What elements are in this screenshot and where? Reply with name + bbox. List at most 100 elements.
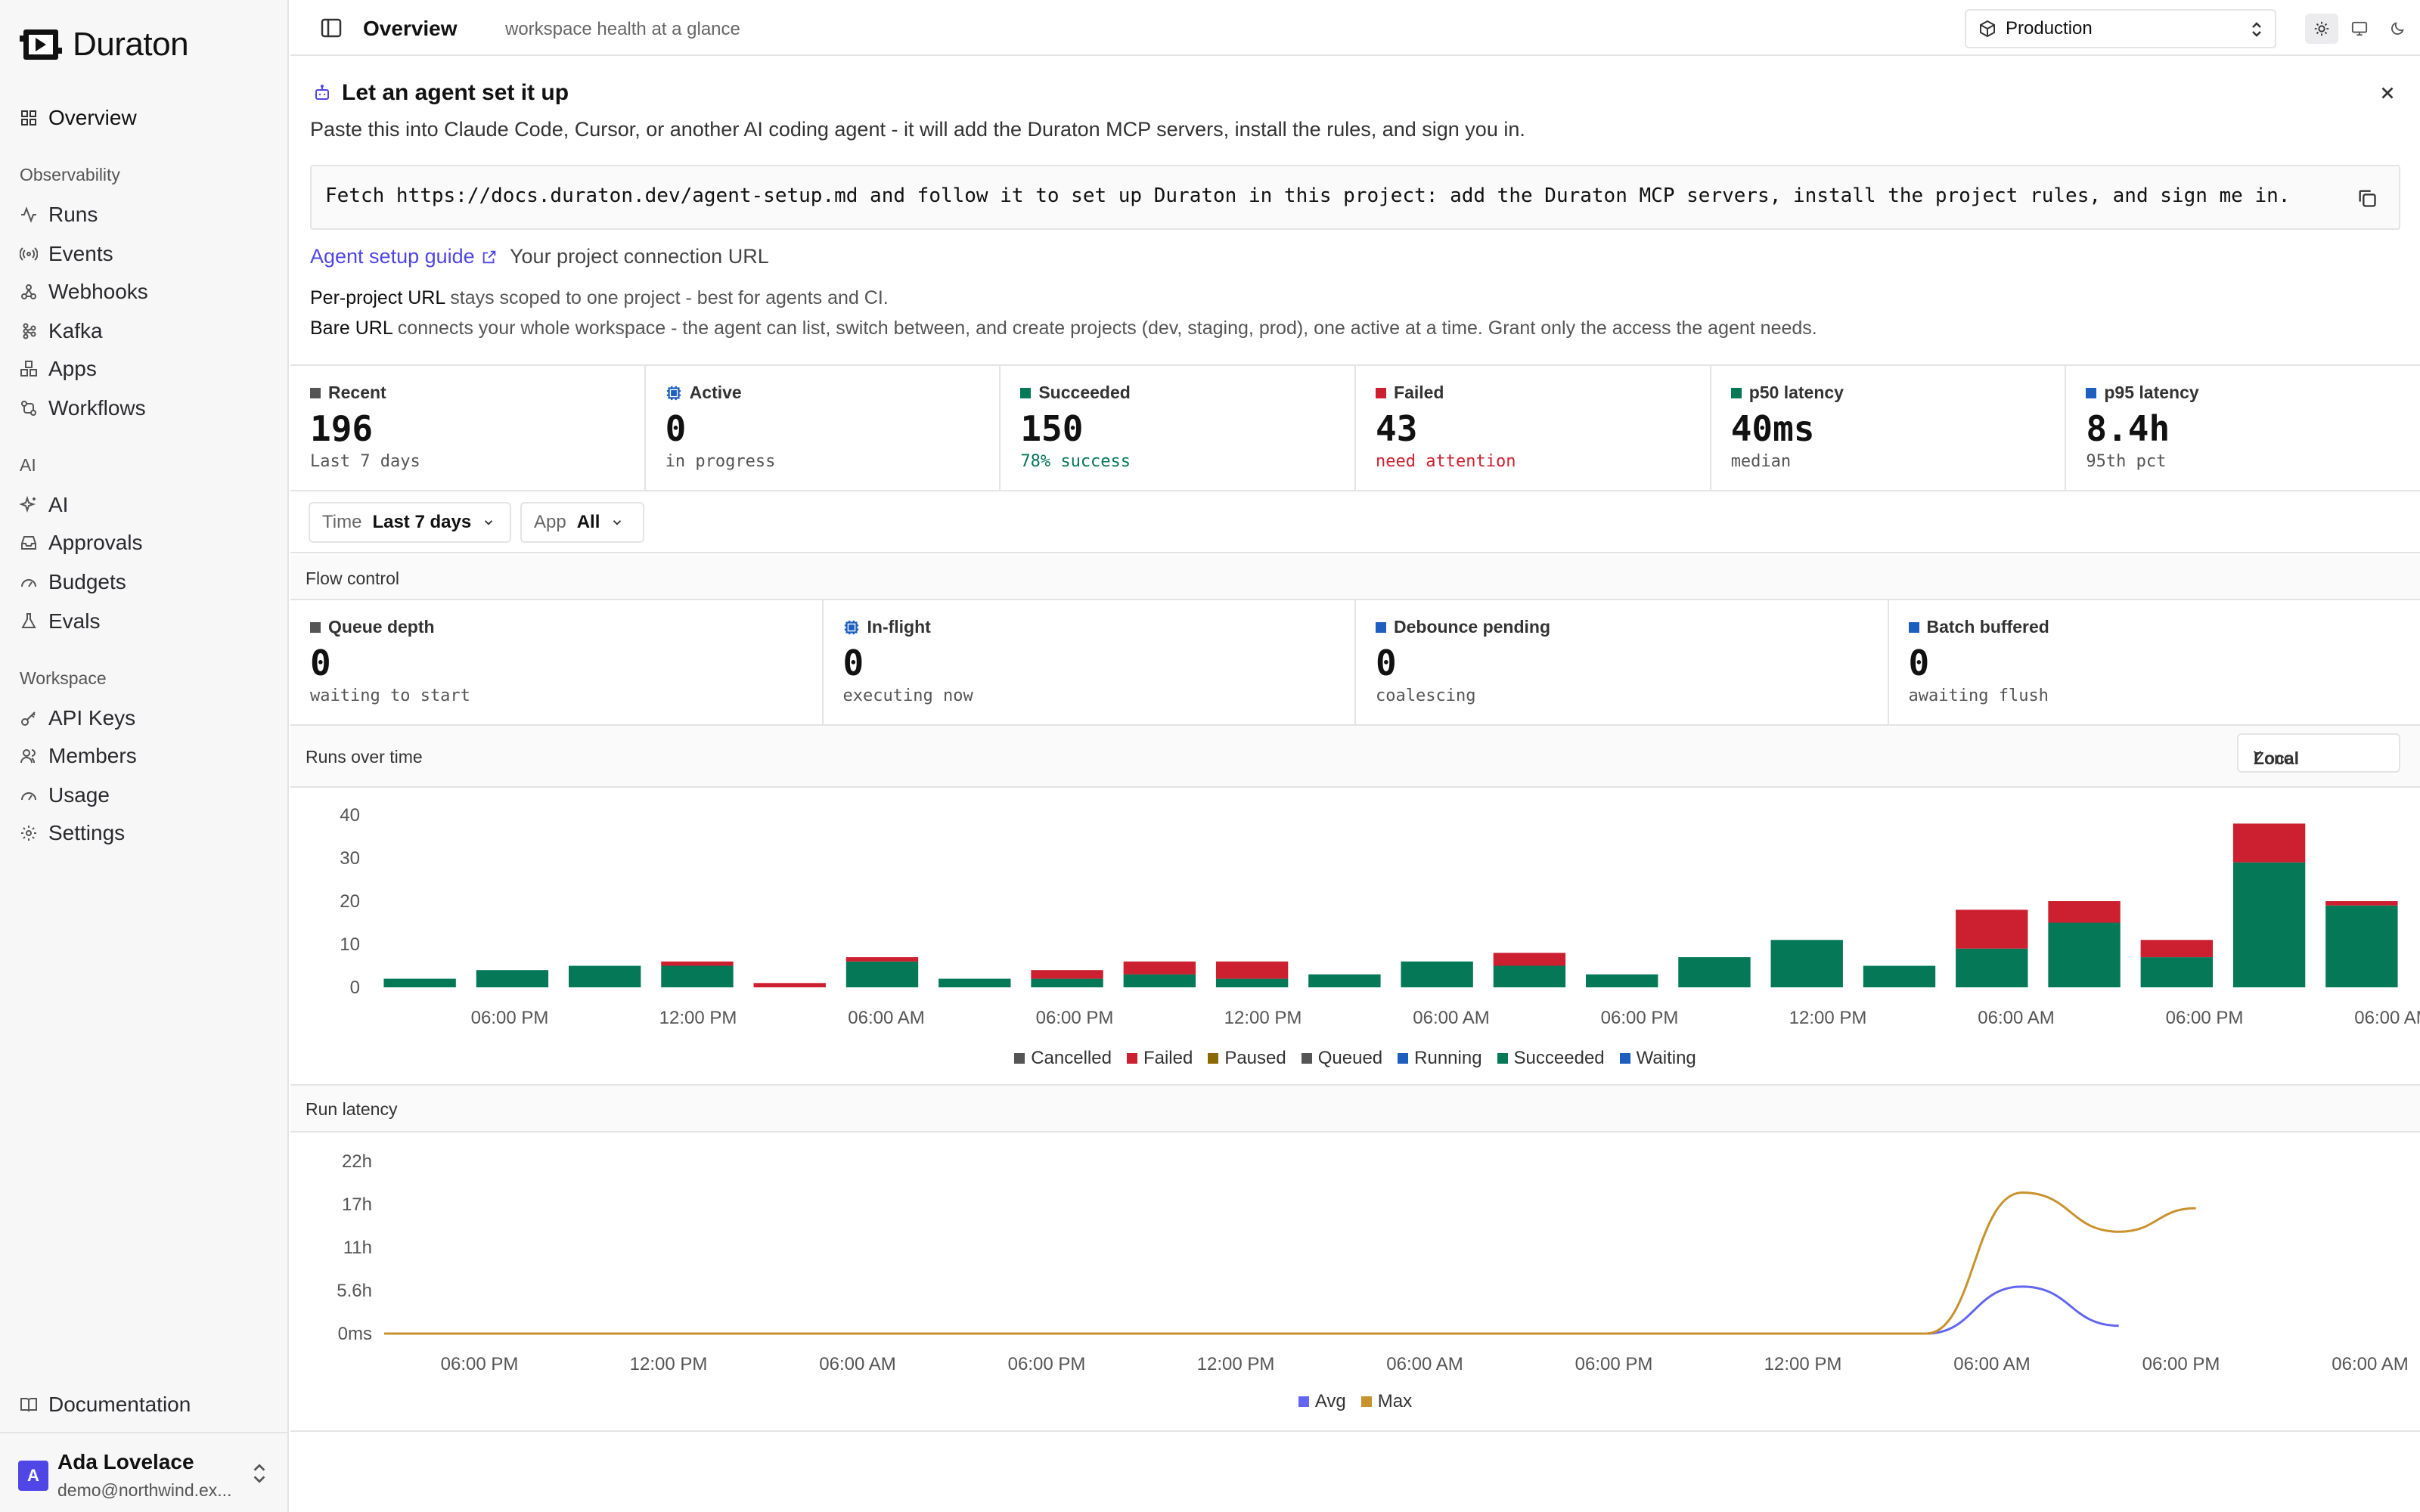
- latency-chart-legend: Avg Max: [290, 1391, 2420, 1412]
- bar-failed[interactable]: [2048, 901, 2121, 923]
- bar-succeeded[interactable]: [1956, 948, 2028, 987]
- copy-icon[interactable]: [2356, 187, 2378, 209]
- legend-item[interactable]: Succeeded: [1497, 1048, 1605, 1069]
- bar-failed[interactable]: [753, 983, 826, 987]
- stat-card-active[interactable]: Active 0 in progress: [646, 366, 1001, 490]
- line-max[interactable]: [384, 1191, 2196, 1335]
- time-filter[interactable]: Time Last 7 days: [309, 502, 511, 543]
- bar-succeeded[interactable]: [1031, 978, 1103, 987]
- stat-sub: waiting to start: [310, 686, 470, 705]
- sidebar-item-overview[interactable]: Overview: [20, 101, 137, 135]
- sidebar-item-runs[interactable]: Runs: [20, 198, 98, 231]
- bar-succeeded[interactable]: [2140, 957, 2214, 987]
- flow-card-queue-depth[interactable]: Queue depth 0 waiting to start: [290, 600, 824, 724]
- bar-failed[interactable]: [2140, 940, 2214, 958]
- bar-succeeded[interactable]: [568, 965, 641, 988]
- sidebar-item-events[interactable]: Events: [20, 237, 113, 271]
- sidebar-item-usage[interactable]: Usage: [20, 779, 110, 812]
- legend-swatch: [1014, 1053, 1025, 1064]
- zone-select[interactable]: Zone Local: [2237, 733, 2400, 773]
- agent-setup-guide-link[interactable]: Agent setup guide: [310, 245, 498, 268]
- grid-icon: [21, 110, 36, 125]
- legend-item[interactable]: Cancelled: [1014, 1048, 1112, 1069]
- legend-item[interactable]: Max: [1360, 1391, 1412, 1412]
- sidebar-item-webhooks[interactable]: Webhooks: [20, 275, 148, 308]
- bar-succeeded[interactable]: [383, 978, 456, 987]
- sidebar-item-settings[interactable]: Settings: [20, 816, 125, 850]
- sidebar-item-members[interactable]: Members: [20, 739, 137, 773]
- connection-url-label[interactable]: Your project connection URL: [510, 245, 769, 268]
- bar-succeeded[interactable]: [1585, 974, 1658, 987]
- bar-succeeded[interactable]: [1401, 961, 1473, 987]
- bar-failed[interactable]: [845, 957, 919, 962]
- flow-card-batch-buffered[interactable]: Batch buffered 0 awaiting flush: [1889, 600, 2420, 724]
- stat-label-text: Queue depth: [328, 617, 435, 637]
- bar-succeeded[interactable]: [1308, 974, 1381, 987]
- setup-command: Fetch https://docs.duraton.dev/agent-set…: [325, 184, 2291, 207]
- sidebar-item-workflows[interactable]: Workflows: [20, 392, 146, 425]
- sidebar-item-kafka[interactable]: Kafka: [20, 314, 103, 348]
- bar-succeeded[interactable]: [2048, 922, 2121, 988]
- bar-failed[interactable]: [1215, 961, 1289, 979]
- command-box[interactable]: Fetch https://docs.duraton.dev/agent-set…: [310, 165, 2400, 230]
- sidebar-toggle-icon[interactable]: [321, 18, 342, 38]
- bar-succeeded[interactable]: [661, 965, 734, 988]
- light-theme-button[interactable]: [2305, 14, 2338, 44]
- bar-succeeded[interactable]: [939, 978, 1011, 987]
- x-tick-label: 06:00 PM: [471, 1008, 549, 1028]
- sidebar-item-budgets[interactable]: Budgets: [20, 565, 126, 599]
- bar-succeeded[interactable]: [1863, 965, 1936, 988]
- bar-failed[interactable]: [1493, 953, 1566, 966]
- sidebar-item-ai[interactable]: AI: [20, 488, 68, 522]
- app-filter[interactable]: App All: [520, 502, 644, 543]
- stat-sub: Last 7 days: [310, 452, 420, 471]
- legend-item[interactable]: Queued: [1301, 1048, 1382, 1069]
- bar-succeeded[interactable]: [2325, 905, 2398, 987]
- app-logo[interactable]: Duraton: [20, 26, 189, 64]
- close-icon[interactable]: [2378, 83, 2397, 103]
- bar-failed[interactable]: [2325, 901, 2398, 906]
- flow-card-in-flight[interactable]: In-flight 0 executing now: [824, 600, 1356, 724]
- legend-item[interactable]: Waiting: [1619, 1048, 1696, 1069]
- bar-succeeded[interactable]: [1493, 965, 1566, 988]
- chevron-down-icon: [2253, 751, 2262, 756]
- sidebar-item-evals[interactable]: Evals: [20, 605, 100, 638]
- stat-card-succeeded[interactable]: Succeeded 150 78% success: [1001, 366, 1357, 490]
- legend-item[interactable]: Paused: [1208, 1048, 1286, 1069]
- x-tick-label: 06:00 AM: [1386, 1354, 1463, 1374]
- sidebar-item-api-keys[interactable]: API Keys: [20, 702, 135, 735]
- stat-card-failed[interactable]: Failed 43 need attention: [1356, 366, 1711, 490]
- stat-card-p50-latency[interactable]: p50 latency 40ms median: [1711, 366, 2067, 490]
- sidebar-item-documentation[interactable]: Documentation: [20, 1388, 191, 1421]
- stat-card-p95-latency[interactable]: p95 latency 8.4h 95th pct: [2066, 366, 2420, 490]
- bar-failed[interactable]: [1123, 961, 1196, 974]
- bar-succeeded[interactable]: [1123, 974, 1196, 987]
- bar-failed[interactable]: [2232, 823, 2306, 863]
- bar-succeeded[interactable]: [845, 961, 919, 987]
- bar-succeeded[interactable]: [476, 970, 549, 987]
- bar-succeeded[interactable]: [1770, 940, 1843, 987]
- sidebar-item-label: Webhooks: [48, 280, 148, 303]
- bar-failed[interactable]: [1956, 909, 2028, 949]
- bar-succeeded[interactable]: [2232, 862, 2306, 987]
- bar-failed[interactable]: [661, 961, 734, 966]
- legend-item[interactable]: Running: [1398, 1048, 1482, 1069]
- system-theme-button[interactable]: [2343, 14, 2376, 44]
- line-avg[interactable]: [384, 1285, 2119, 1335]
- user-menu[interactable]: A Ada Lovelace demo@northwind.ex...: [0, 1432, 289, 1512]
- bar-failed[interactable]: [1031, 970, 1103, 979]
- legend-item[interactable]: Avg: [1298, 1391, 1346, 1412]
- environment-select[interactable]: Production: [1965, 9, 2276, 48]
- flow-card-debounce-pending[interactable]: Debounce pending 0 coalescing: [1356, 600, 1889, 724]
- dark-theme-button[interactable]: [2381, 14, 2414, 44]
- bar-succeeded[interactable]: [1215, 978, 1289, 987]
- stats-row: Recent 196 Last 7 days Active 0 in progr…: [290, 366, 2420, 491]
- square-icon: [310, 621, 321, 633]
- sidebar-item-apps[interactable]: Apps: [20, 352, 97, 386]
- legend-item[interactable]: Failed: [1126, 1048, 1193, 1069]
- bar-succeeded[interactable]: [1678, 957, 1751, 987]
- sidebar-item-approvals[interactable]: Approvals: [20, 526, 143, 559]
- stat-card-recent[interactable]: Recent 196 Last 7 days: [290, 366, 646, 490]
- sparkles-icon: [20, 496, 36, 513]
- section-title: Flow control: [306, 569, 399, 588]
